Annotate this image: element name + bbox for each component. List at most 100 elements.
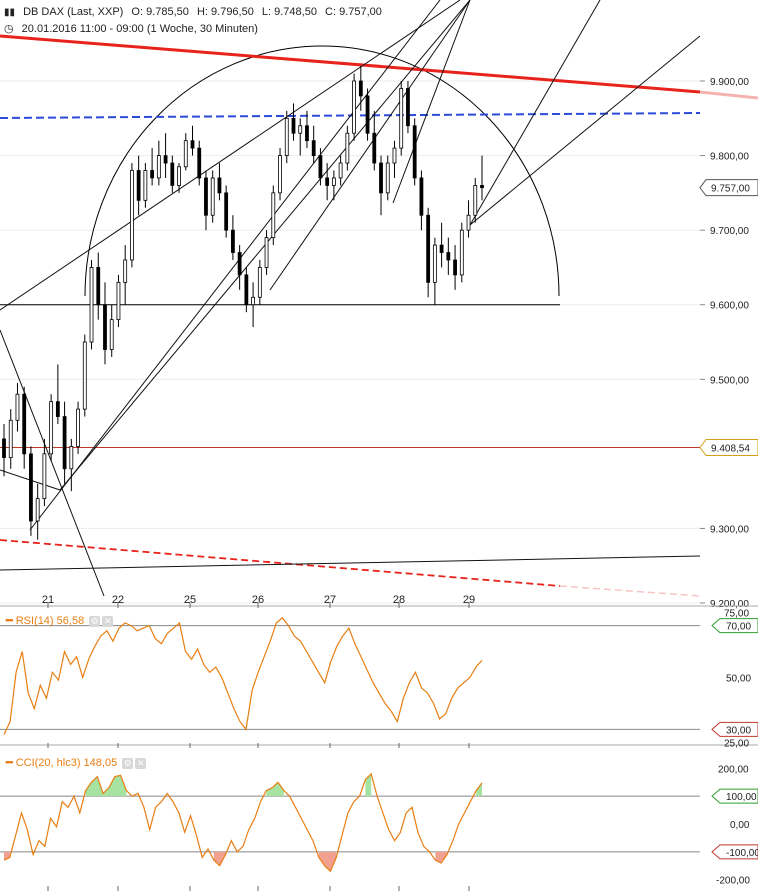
candle — [217, 163, 222, 201]
candle — [29, 446, 33, 536]
candle-body — [237, 252, 242, 276]
price-tick-label: 9.200,00 — [710, 599, 749, 610]
close-icon[interactable]: ✕ — [135, 757, 147, 769]
candle-body — [197, 147, 202, 179]
candle — [453, 245, 457, 290]
candle — [82, 334, 87, 417]
candle-body — [150, 170, 155, 179]
candle — [15, 383, 20, 432]
rsi-tick-label: 75,00 — [724, 609, 749, 620]
candle — [96, 252, 101, 320]
candle — [426, 207, 431, 298]
candle-body — [372, 132, 377, 164]
candle — [318, 148, 323, 186]
candle-body — [204, 177, 208, 216]
candle — [406, 81, 410, 134]
candle-body — [231, 229, 235, 253]
candle-body — [55, 401, 60, 417]
candle — [163, 133, 168, 178]
level-tag-box — [699, 438, 758, 456]
candle-body — [305, 125, 309, 142]
candle — [197, 140, 202, 186]
cci-tick-label: 200,00 — [718, 764, 749, 775]
blue-dashed-level — [0, 112, 701, 119]
candle-body — [459, 229, 464, 276]
rsi-line — [3, 616, 483, 735]
candle-body — [35, 498, 40, 522]
candle — [244, 267, 249, 313]
candle — [109, 304, 114, 357]
rsi-upper-tag-box — [711, 618, 758, 634]
low-value: L: 9.748,50 — [261, 6, 317, 18]
candle — [432, 237, 437, 305]
support-dashed-trendline-ext — [559, 585, 701, 597]
candle-body — [163, 155, 168, 164]
candle-body — [426, 214, 431, 283]
candle-body — [217, 177, 222, 194]
candle — [439, 222, 444, 268]
candle — [170, 155, 175, 193]
candle-body — [480, 185, 484, 189]
candle-body — [278, 155, 282, 194]
rsi-lower-tag-box — [711, 721, 758, 737]
candle — [311, 125, 316, 164]
candle — [136, 155, 141, 216]
price-tick-label: 9.500,00 — [710, 375, 749, 386]
cci-legend: ━ CCI(20, hlc3) 148,05 ⚙ ✕ — [6, 756, 147, 769]
candle — [331, 170, 336, 201]
trendline — [469, 35, 701, 226]
candle — [224, 185, 229, 238]
settings-icon[interactable]: ⚙ — [89, 615, 101, 627]
candle-body — [446, 252, 451, 261]
trend-drawings — [0, 0, 758, 597]
candle-body — [143, 170, 148, 201]
rsi-legend: ━ RSI(14) 56,58 ⚙ ✕ — [6, 614, 114, 627]
candle — [325, 163, 330, 201]
candle-body — [82, 341, 87, 410]
price-tick-label: 9.900,00 — [710, 77, 749, 88]
price-tick-label: 9.600,00 — [710, 301, 749, 312]
candle-body — [412, 125, 417, 179]
candle-body — [264, 237, 269, 268]
candle — [305, 110, 309, 149]
candle — [237, 245, 242, 290]
candle-body — [15, 393, 20, 421]
cci-upper-tag-box — [711, 788, 758, 804]
candle — [473, 177, 478, 223]
rsi-panel: 75,00 50,00 25,00 70,00 30,00 — [0, 609, 758, 749]
candle — [143, 163, 148, 208]
candle-body — [439, 244, 444, 253]
candle-body — [89, 267, 94, 343]
candle — [284, 110, 289, 164]
candle — [264, 230, 269, 275]
price-tick-label: 9.800,00 — [710, 152, 749, 163]
cci-overbought-fill — [476, 782, 482, 797]
arc-drawing — [84, 45, 560, 297]
cci-lower-tag: -100,00 — [726, 848, 758, 859]
candle-body — [177, 166, 181, 186]
rsi-line-icon: ━ — [6, 615, 13, 627]
cci-upper-tag: 100,00 — [726, 792, 757, 803]
candle — [278, 148, 282, 201]
candle — [459, 222, 464, 283]
rsi-tick-label: 50,00 — [726, 674, 751, 685]
rsi-label: RSI(14) — [15, 615, 54, 627]
candle-body — [331, 177, 336, 186]
candle-body — [291, 117, 296, 134]
last-price-tag-box — [699, 179, 758, 197]
trendline — [0, 329, 105, 597]
price-axis: 9.900,00 9.800,00 9.700,00 9.600,00 9.500,00… — [699, 77, 758, 610]
candle-body — [379, 162, 383, 194]
settings-icon[interactable]: ⚙ — [122, 757, 134, 769]
candle — [358, 66, 363, 111]
high-value: H: 9.796,50 — [196, 6, 254, 18]
candle-body — [69, 446, 74, 470]
time-tick-label: 29 — [463, 594, 475, 606]
candle-body — [358, 80, 363, 97]
resistance-trendline-ext — [699, 90, 758, 100]
close-icon[interactable]: ✕ — [102, 615, 114, 627]
candle — [62, 401, 67, 484]
candle-body — [385, 162, 390, 194]
candle — [204, 170, 208, 231]
